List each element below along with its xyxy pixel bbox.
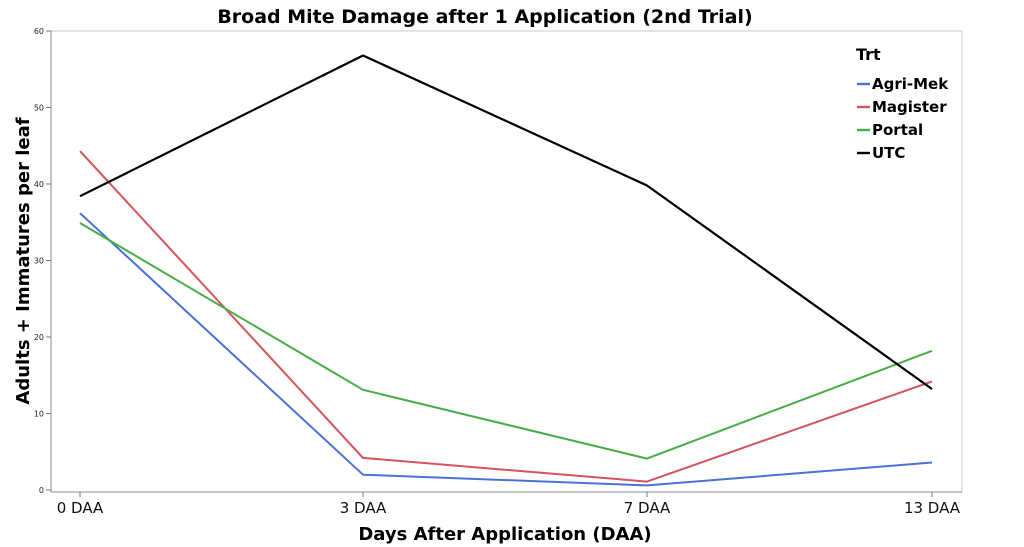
y-tick-label: 20 xyxy=(34,333,44,342)
series-line-portal xyxy=(79,222,933,460)
y-axis-label: Adults + Immatures per leaf xyxy=(13,117,34,404)
x-axis-label: Days After Application (DAA) xyxy=(358,524,651,545)
series-lines xyxy=(79,54,933,487)
y-tick-label: 40 xyxy=(34,180,44,189)
plot-frame xyxy=(50,30,963,493)
y-tick-label: 30 xyxy=(34,257,44,266)
chart-title: Broad Mite Damage after 1 Application (2… xyxy=(217,6,752,28)
y-axis: 0 10 20 30 40 50 60 xyxy=(34,27,52,495)
x-tick-label: 0 DAA xyxy=(57,499,104,517)
legend: Trt Agri-Mek Magister Portal UTC xyxy=(856,45,949,162)
series-line-agri-mek xyxy=(79,212,933,487)
x-tick-label: 7 DAA xyxy=(624,499,671,517)
legend-label-magister: Magister xyxy=(872,98,947,116)
x-tick-label: 13 DAA xyxy=(904,499,961,517)
y-tick-label: 60 xyxy=(34,27,44,36)
legend-label-portal: Portal xyxy=(872,121,923,139)
legend-title: Trt xyxy=(856,45,881,64)
y-tick-label: 10 xyxy=(34,410,44,419)
series-line-magister xyxy=(79,150,933,483)
y-tick-label: 50 xyxy=(34,104,44,113)
x-tick-label: 3 DAA xyxy=(340,499,387,517)
legend-label-utc: UTC xyxy=(872,144,905,162)
y-tick-label: 0 xyxy=(39,486,44,495)
legend-label-agri-mek: Agri-Mek xyxy=(872,75,949,93)
series-line-utc xyxy=(79,54,933,390)
x-axis: 0 DAA 3 DAA 7 DAA 13 DAA xyxy=(51,491,962,517)
